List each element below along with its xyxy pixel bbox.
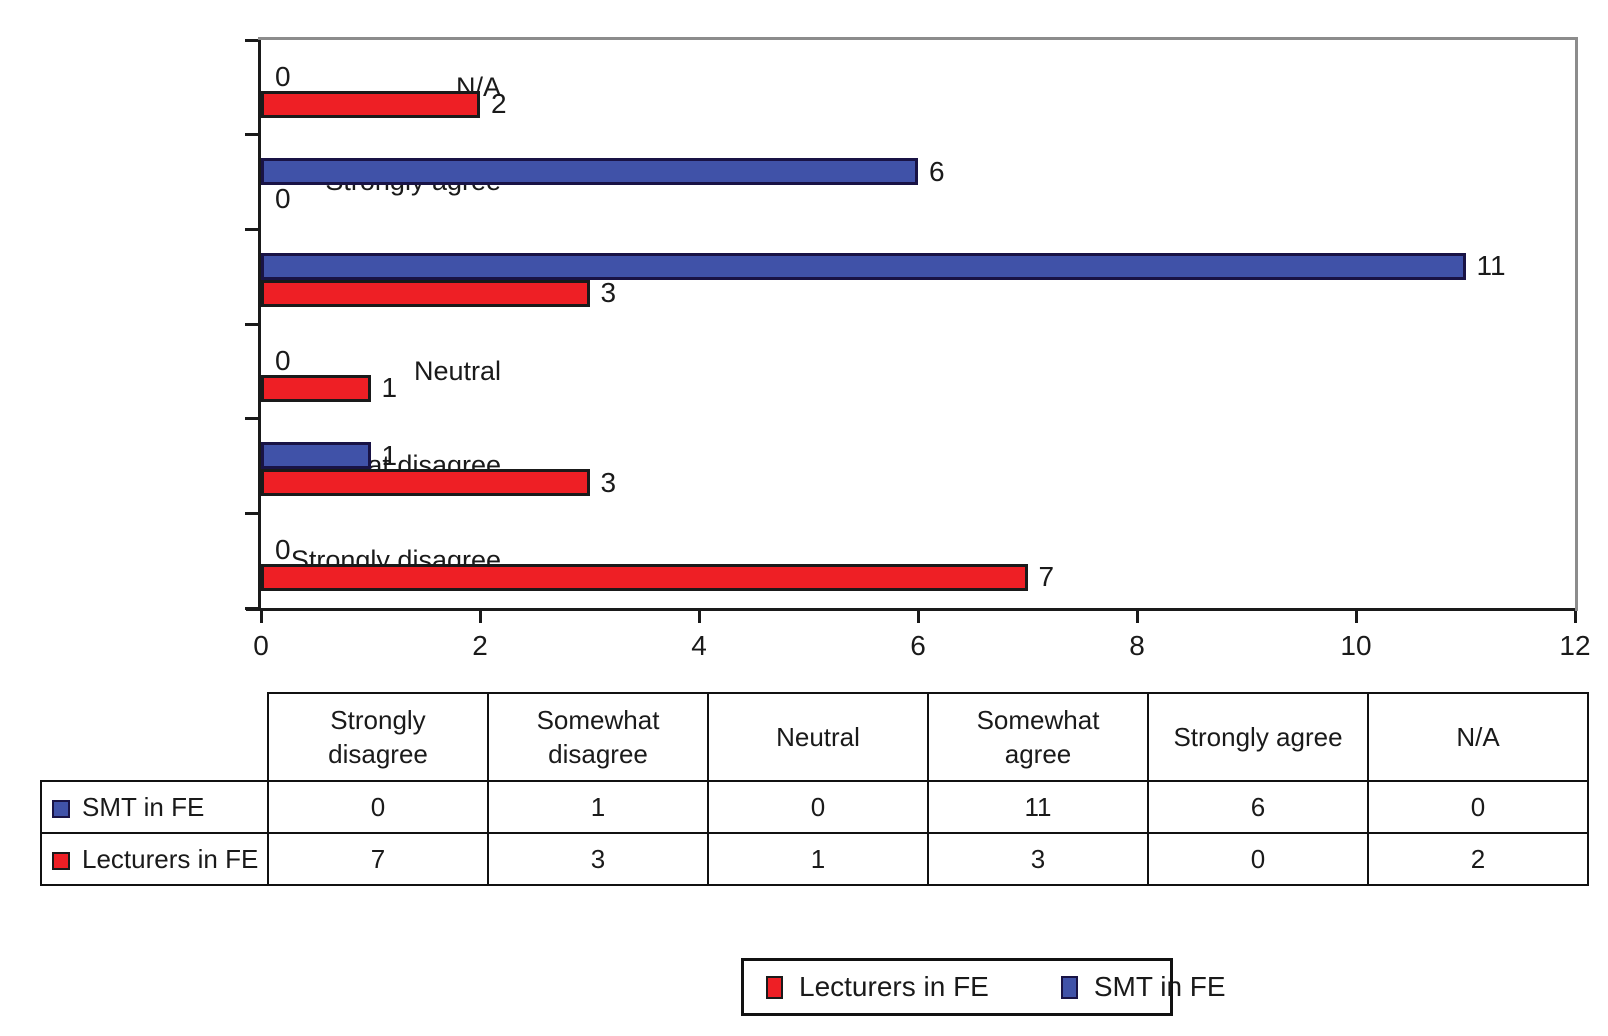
x-tick-label: 4 [691, 630, 707, 661]
category-label: Neutral [413, 355, 501, 386]
x-axis-line [246, 608, 1575, 611]
table-cell: 0 [707, 780, 929, 834]
table-header-n-a: N/A [1367, 692, 1589, 782]
bar-smt-in-fe-somewhat-disagree [261, 442, 371, 470]
table-row-label: SMT in FE [40, 780, 269, 834]
legend-label: SMT in FE [1093, 971, 1226, 1002]
y-axis-line [258, 40, 261, 611]
bar-value-label: 0 [275, 534, 291, 566]
bar-value-label: 0 [275, 61, 291, 93]
bar-value-label: 1 [381, 372, 398, 404]
x-tick-label: 12 [1559, 630, 1591, 661]
table-cell: 0 [1367, 780, 1589, 834]
bar-value-label: 2 [491, 88, 507, 120]
plot-right-border [1575, 37, 1578, 611]
x-tick-label: 10 [1340, 630, 1372, 661]
y-axis-tick [245, 227, 258, 231]
x-axis-tick [478, 611, 482, 623]
bar-lecturers-in-fe-n-a [261, 90, 480, 118]
x-axis-tick [259, 611, 263, 623]
bar-value-label: 0 [275, 345, 291, 377]
y-axis-tick [245, 38, 258, 42]
table-header-row: Strongly disagree Somewhat disagree Neutra… [41, 692, 1589, 782]
bar-value-label: 1 [381, 439, 398, 471]
table-row-smt-in-fe: SMT in FE 0 1 0 11 6 0 [40, 780, 1589, 834]
table-cell: 0 [1147, 832, 1369, 886]
table-body: SMT in FE 0 1 0 11 6 0 Lecturers in FE 7 3 1 3 0 2 [40, 780, 1589, 886]
bar-value-label: 3 [600, 466, 617, 498]
bar-value-label: 6 [929, 155, 945, 187]
table-cell: 11 [927, 780, 1149, 834]
x-axis-tick [1135, 611, 1139, 623]
plot-top-border [258, 37, 1578, 40]
table-row-lecturers-in-fe: Lecturers in FE 7 3 1 3 0 2 [40, 832, 1589, 886]
bar-lecturers-in-fe-somewhat-disagree [261, 469, 590, 497]
data-table: Strongly disagree Somewhat disagree Neutra… [40, 692, 1589, 886]
x-axis-tick [1354, 611, 1358, 623]
series-swatch-icon [52, 851, 70, 870]
legend-item-smt-in-fe: SMT in FE [1060, 971, 1226, 1003]
table-row-label: Lecturers in FE [40, 832, 269, 886]
table-header-strongly-agree: Strongly agree [1147, 692, 1369, 782]
table-header-somewhat-disagree: Somewhat disagree [487, 692, 709, 782]
y-axis-tick [245, 417, 258, 421]
x-axis-tick [916, 611, 920, 623]
table-header-somewhat-agree: Somewhat agree [927, 692, 1149, 782]
legend-swatch-icon [1060, 975, 1078, 999]
table-cell: 3 [927, 832, 1149, 886]
y-axis-tick [245, 322, 258, 326]
table-head: Strongly disagree Somewhat disagree Neutra… [41, 692, 1589, 782]
bar-lecturers-in-fe-somewhat-agree [261, 279, 590, 307]
bar-value-label: 3 [600, 277, 617, 309]
table-row-label-text: SMT in FE [82, 791, 205, 822]
legend-label: Lecturers in FE [799, 971, 989, 1002]
table-cell: 1 [707, 832, 929, 886]
x-tick-label: 2 [472, 630, 488, 661]
table-cell: 1 [487, 780, 709, 834]
bar-smt-in-fe-strongly-agree [261, 158, 918, 186]
x-axis-tick [697, 611, 701, 623]
y-axis-tick [245, 511, 258, 515]
x-tick-label: 0 [253, 630, 269, 661]
bar-value-label: 11 [1476, 250, 1506, 282]
x-tick-label: 6 [910, 630, 926, 661]
table-corner-cell [41, 693, 268, 781]
x-axis-tick [1573, 611, 1577, 623]
table-cell: 3 [487, 832, 709, 886]
bar-smt-in-fe-somewhat-agree [261, 253, 1466, 280]
y-axis-tick [245, 606, 258, 610]
legend-item-lecturers-in-fe: Lecturers in FE [766, 971, 989, 1003]
category-label: Strongly disagree [290, 545, 501, 576]
category-label: N/A [455, 71, 501, 102]
table-cell: 6 [1147, 780, 1369, 834]
legend-swatch-icon [766, 975, 783, 999]
table-cell: 2 [1367, 832, 1589, 886]
table-row-label-text: Lecturers in FE [82, 843, 259, 874]
table-cell: 0 [267, 780, 489, 834]
chart-legend: Lecturers in FE SMT in FE [741, 958, 1226, 1016]
y-axis-tick [245, 133, 258, 137]
plot-area: N/A02Strongly agree60Somewhat agree113Ne… [245, 37, 1591, 661]
table-header-neutral: Neutral [707, 692, 929, 782]
bar-value-label: 0 [275, 182, 291, 214]
bar-lecturers-in-fe-strongly-disagree [261, 563, 1028, 591]
table-cell: 7 [267, 832, 489, 886]
x-tick-label: 8 [1129, 630, 1145, 661]
bar-value-label: 7 [1038, 561, 1055, 593]
table-header-strongly-disagree: Strongly disagree [267, 692, 489, 782]
series-swatch-icon [52, 799, 70, 818]
bar-lecturers-in-fe-neutral [261, 374, 371, 402]
